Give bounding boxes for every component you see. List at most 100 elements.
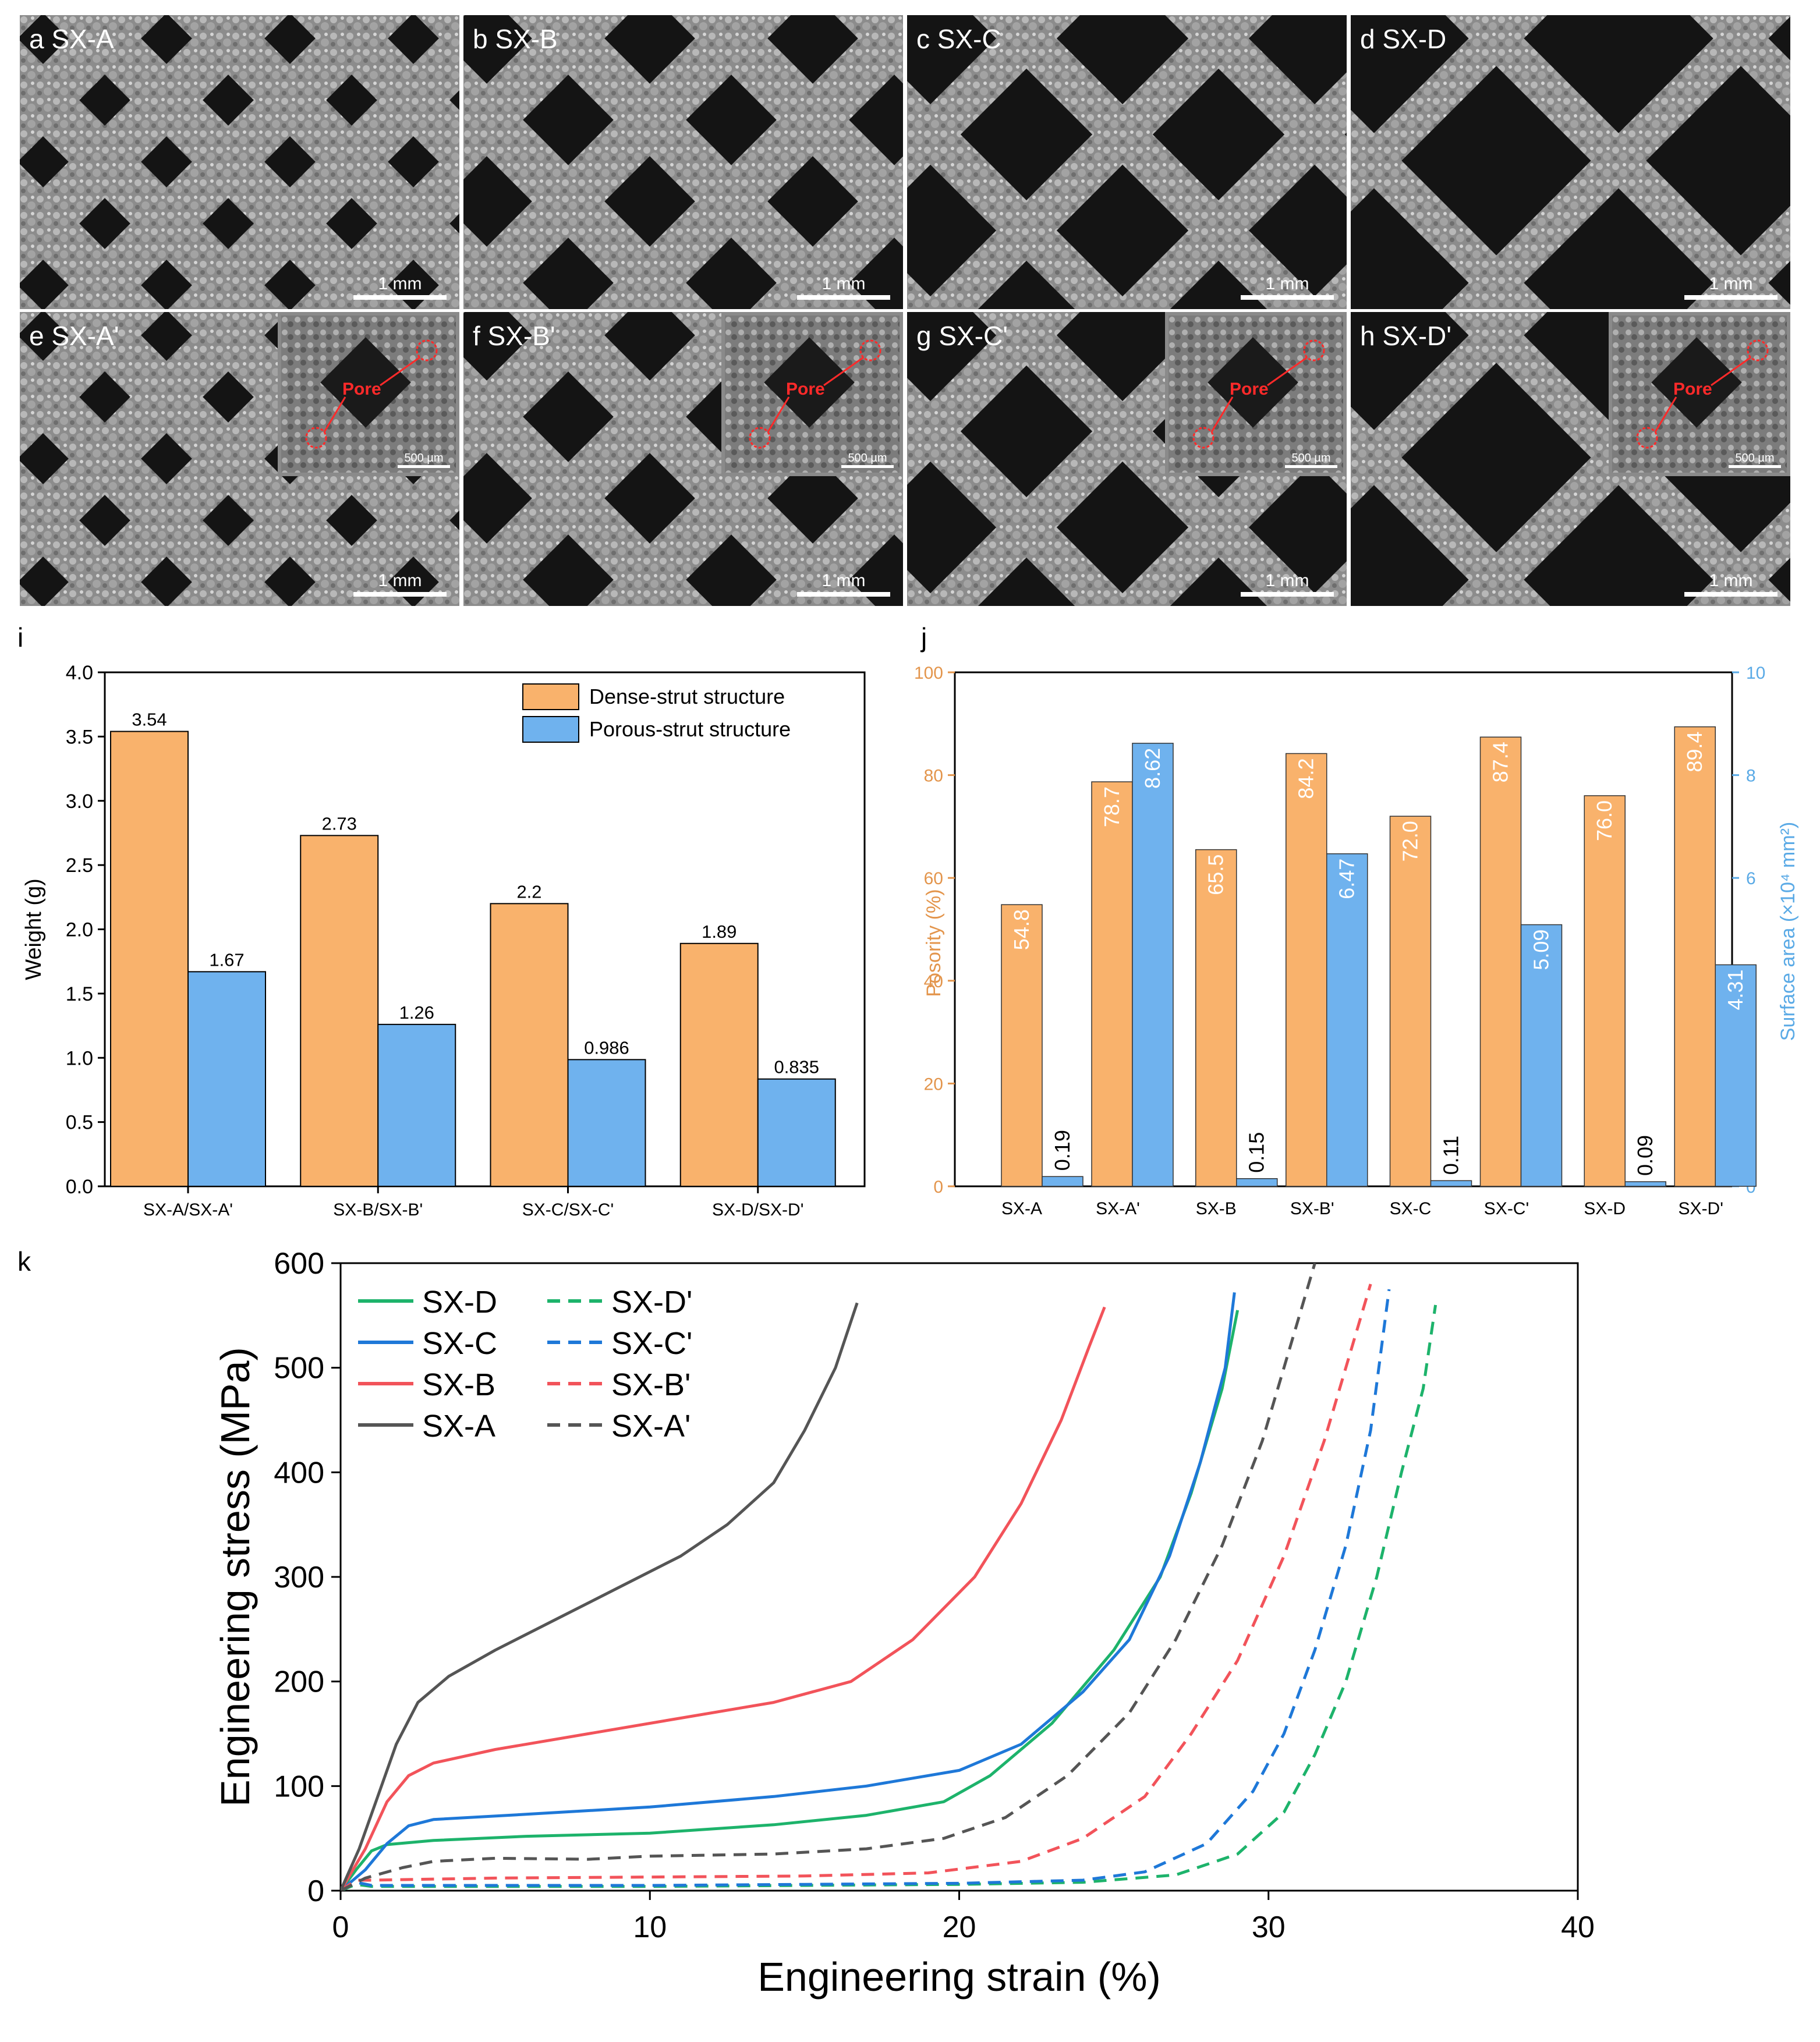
inset-scale-label: 500 µm: [1735, 452, 1775, 465]
pore-opening: [767, 156, 858, 247]
y2-tick-label: 10: [1746, 664, 1765, 683]
pore-opening: [523, 534, 614, 606]
inset-pore-opening: [1651, 337, 1742, 428]
pore-opening: [686, 75, 777, 165]
sem-texture: [20, 15, 459, 309]
pore-pointer: [823, 356, 864, 387]
plot-frame: [339, 1262, 1579, 1892]
inset-scale-bar: 500 µm: [398, 452, 450, 468]
bar-value-label: 0.09: [1633, 1135, 1657, 1176]
bar: [1430, 1180, 1472, 1187]
pore-label: Pore: [342, 380, 381, 399]
strut-surface: [20, 15, 459, 309]
x-tick-label: SX-D: [1584, 1199, 1626, 1218]
pore-marker: [1636, 427, 1658, 449]
x-axis-label: Engineering strain (%): [757, 1954, 1161, 2000]
inset-zoom: Pore 500 µm: [721, 312, 903, 476]
y-tick-label: 200: [274, 1665, 324, 1699]
inset-texture: [281, 315, 456, 473]
y-tick-label: 500: [274, 1352, 324, 1385]
pore-opening: [79, 198, 130, 249]
series-line: [341, 1306, 1106, 1891]
pore-opening: [20, 312, 69, 361]
bar: [1286, 753, 1327, 1187]
legend-label: SX-B': [611, 1367, 691, 1402]
pore-marker: [1303, 339, 1325, 361]
pore-marker: [305, 427, 327, 449]
legend-label: SX-A: [422, 1409, 495, 1444]
bar: [1132, 743, 1174, 1187]
y-tick-label: 3.0: [66, 790, 93, 813]
pore-opening: [523, 237, 614, 309]
scale-bar: 1 mm: [1684, 274, 1777, 300]
sem-panel-a: a SX-A 1 mm: [20, 15, 459, 309]
y-tick-label: 600: [274, 1247, 324, 1281]
sem-panel-label: f SX-B': [473, 321, 555, 351]
bar-value-label: 0.15: [1245, 1132, 1269, 1173]
pore-opening: [463, 15, 532, 84]
sem-panel-c: c SX-C 1 mm: [907, 15, 1347, 309]
bar: [1624, 1181, 1666, 1187]
sem-panel-label: a SX-A: [29, 24, 114, 54]
bar: [1042, 1176, 1083, 1187]
legend-swatch: [522, 683, 579, 710]
bar: [1389, 816, 1432, 1187]
scale-bar-line: [1684, 592, 1777, 597]
y-tick-label: 60: [924, 869, 943, 888]
x-tick-label: 20: [943, 1910, 976, 1944]
scale-bar-line: [1241, 295, 1334, 300]
sem-texture: [20, 312, 459, 606]
scale-bar-label: 1 mm: [378, 274, 422, 293]
sem-panel-label: e SX-A': [29, 321, 119, 351]
series-line: [341, 1292, 1236, 1891]
bar: [757, 1078, 836, 1187]
y-axis-label: Posority (%): [923, 889, 945, 997]
y-tick-label: 100: [274, 1770, 324, 1803]
series-line: [341, 1284, 1372, 1891]
scale-bar-line: [1241, 592, 1334, 597]
y-tick-label: 40: [924, 972, 943, 991]
sem-panel-f: f SX-B' 1 mm Pore 500 µm: [463, 312, 903, 606]
inset-scale-bar: 500 µm: [841, 452, 894, 468]
pore-opening: [141, 433, 192, 484]
y2-tick-label: 8: [1746, 767, 1756, 786]
x-tick-label: SX-B/SX-B': [333, 1200, 423, 1219]
bar-value-label: 5.09: [1529, 930, 1553, 970]
y2-axis-label: Surface area (×10⁴ mm²): [1777, 822, 1799, 1041]
y-tick-label: 3.5: [66, 726, 93, 748]
y-axis-label: Weight (g): [22, 878, 46, 980]
y-tick-label: 0: [307, 1874, 324, 1908]
bar-value-label: 84.2: [1294, 758, 1318, 799]
pore-pointer: [323, 396, 346, 432]
bar-value-label: 6.47: [1335, 859, 1359, 899]
x-tick-label: 10: [633, 1910, 667, 1944]
scale-bar-label: 1 mm: [1265, 571, 1309, 590]
legend-label: SX-A': [611, 1409, 691, 1444]
scale-bar: 1 mm: [1241, 571, 1334, 597]
pore-opening: [264, 260, 316, 309]
y-tick-label: 1.5: [66, 983, 93, 1005]
scale-bar-label: 1 mm: [1265, 274, 1309, 293]
series-line: [341, 1289, 1391, 1891]
sem-panel-g: g SX-C' 1 mm Pore 500 µm: [907, 312, 1347, 606]
y-tick-label: 0.5: [66, 1112, 93, 1134]
legend-label: SX-D': [611, 1285, 692, 1320]
pore-opening: [20, 433, 69, 484]
inset-zoom: Pore 500 µm: [1165, 312, 1347, 476]
sem-panel-b: b SX-B 1 mm: [463, 15, 903, 309]
bar-value-label: 87.4: [1489, 742, 1513, 782]
scale-bar: 1 mm: [1241, 274, 1334, 300]
sem-panel-label: b SX-B: [473, 24, 558, 54]
pore-opening: [849, 237, 903, 309]
legend-label: Dense-strut structure: [589, 685, 785, 708]
bar-value-label: 2.73: [322, 813, 357, 834]
bar: [679, 942, 759, 1187]
bar-value-label: 78.7: [1100, 786, 1124, 827]
bar-value-label: 1.89: [702, 921, 737, 942]
bar-value-label: 0.986: [584, 1037, 629, 1058]
x-tick-label: SX-B: [1196, 1199, 1237, 1218]
scale-bar-label: 1 mm: [1709, 571, 1753, 590]
inset-texture: [725, 315, 900, 473]
pore-marker: [1747, 339, 1769, 361]
chart-stress-strain: 0 100 200 300 400 500 600 0 10 20 30 40 Engineering …: [213, 1247, 1595, 2000]
